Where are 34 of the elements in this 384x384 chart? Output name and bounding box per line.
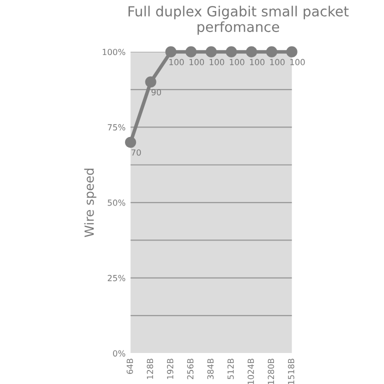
x-tick-label: 384B (207, 358, 214, 380)
data-label: 100 (210, 58, 224, 66)
chart-title: Full duplex Gigabit small packet perfomance (128, 6, 349, 35)
x-tick-label: 128B (146, 358, 154, 379)
point (246, 46, 258, 58)
y-tick-label: 0% (113, 350, 126, 357)
x-tick-label: 512B (227, 358, 234, 380)
x-tick-label: 192B (166, 358, 174, 379)
y-tick-label: 50% (108, 200, 126, 206)
data-label: 100 (290, 58, 305, 66)
point (286, 46, 298, 58)
point (125, 136, 136, 148)
x-tick-label: 256B (187, 358, 194, 380)
data-label: 100 (250, 58, 264, 66)
point (206, 46, 217, 58)
y-tick-label: 100% (102, 48, 126, 56)
data-label: 100 (230, 58, 244, 66)
y-tick-label: 75% (108, 124, 126, 130)
data-label: 100 (190, 58, 204, 66)
x-tick-label: 1024B (248, 358, 254, 384)
x-tick-label: 1518B (288, 358, 294, 384)
data-label: 100 (169, 58, 184, 66)
y-tick-label: 25% (108, 274, 126, 282)
data-label: 90 (152, 89, 162, 96)
x-tick-label: 64B (126, 358, 133, 374)
point (266, 46, 278, 58)
point (185, 46, 197, 58)
data-label: 100 (270, 58, 285, 66)
point (145, 76, 156, 88)
point (226, 46, 237, 58)
point (165, 46, 176, 58)
x-tick-label: 1280B (268, 358, 274, 384)
data-label: 70 (131, 149, 141, 156)
y-axis-title: Wire speed (84, 168, 96, 238)
